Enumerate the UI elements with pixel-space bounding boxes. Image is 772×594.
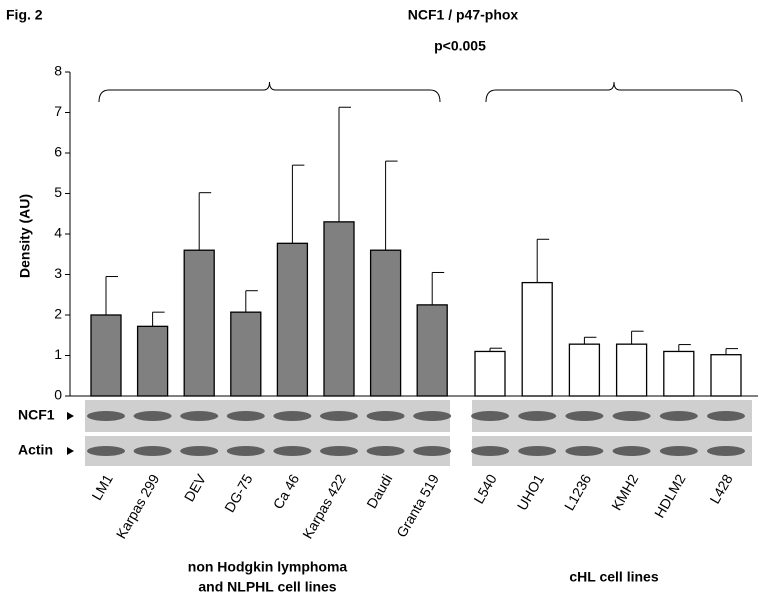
blot-band (565, 446, 603, 456)
y-tick-label: 5 (54, 184, 62, 200)
bar (91, 315, 121, 396)
blot-arrow (67, 412, 74, 420)
bar (184, 250, 214, 396)
x-tick-label: Karpas 299 (113, 471, 163, 541)
y-tick-label: 8 (54, 63, 62, 79)
blot-band (180, 446, 218, 456)
blot-band (707, 446, 745, 456)
bar (522, 283, 552, 396)
y-tick-label: 4 (54, 225, 62, 241)
blot-arrow (67, 447, 74, 455)
bar (324, 222, 354, 396)
x-tick-label: Daudi (363, 471, 395, 511)
blot-label: Actin (18, 442, 53, 458)
x-tick-label: Karpas 422 (299, 471, 349, 541)
blot-band (518, 411, 556, 421)
blot-band (320, 446, 358, 456)
y-axis-label: Density (AU) (17, 194, 33, 278)
bar (371, 250, 401, 396)
group-label: non Hodgkin lymphoma (188, 559, 348, 575)
x-tick-label: Granta 519 (393, 471, 442, 540)
blot-band (227, 411, 265, 421)
blot-label: NCF1 (18, 407, 55, 423)
blot-band (413, 446, 451, 456)
blot-band (134, 411, 172, 421)
bar (475, 351, 505, 396)
blot-band (613, 411, 651, 421)
blot-band (660, 446, 698, 456)
bar (138, 326, 168, 396)
bar (617, 344, 647, 396)
x-tick-label: L540 (470, 471, 500, 506)
y-tick-label: 7 (54, 103, 62, 119)
x-tick-label: L1236 (561, 471, 594, 513)
page: Fig. 2 NCF1 / p47-phox p<0.005 Density (… (0, 0, 772, 594)
blot-band (565, 411, 603, 421)
chart: Fig. 2 NCF1 / p47-phox p<0.005 Density (… (0, 0, 772, 594)
x-tick-label: DEV (181, 471, 210, 505)
y-tick-label: 3 (54, 265, 62, 281)
x-tick-label: LM1 (88, 471, 116, 503)
chart-subtitle: p<0.005 (434, 38, 486, 54)
y-tick-label: 2 (54, 306, 62, 322)
x-tick-label: HDLM2 (651, 471, 689, 520)
chart-title: NCF1 / p47-phox (408, 7, 519, 23)
group-label: and NLPHL cell lines (198, 579, 336, 594)
bar (417, 305, 447, 396)
blot-band (660, 411, 698, 421)
blot-band (613, 446, 651, 456)
y-tick-label: 0 (54, 387, 62, 403)
blot-band (87, 446, 125, 456)
blot-band (87, 411, 125, 421)
blot-band (367, 446, 405, 456)
blot-band (180, 411, 218, 421)
blot-band (518, 446, 556, 456)
blot-band (367, 411, 405, 421)
blot-band (273, 446, 311, 456)
blot-band (707, 411, 745, 421)
y-tick-label: 6 (54, 144, 62, 160)
bar (664, 351, 694, 396)
bar (711, 355, 741, 396)
blot-band (471, 411, 509, 421)
blot-band (273, 411, 311, 421)
group-label: cHL cell lines (569, 569, 658, 585)
x-tick-label: L428 (706, 471, 736, 506)
group-brace (486, 82, 742, 102)
x-tick-label: DG-75 (221, 471, 256, 515)
group-brace (99, 82, 440, 102)
bar (277, 243, 307, 396)
bar (569, 344, 599, 396)
blot-band (134, 446, 172, 456)
figure-label: Fig. 2 (6, 7, 43, 23)
blot-band (227, 446, 265, 456)
x-tick-label: Ca 46 (270, 471, 303, 512)
x-tick-label: UHO1 (514, 471, 547, 513)
bar (231, 312, 261, 396)
x-tick-label: KMH2 (608, 471, 641, 513)
blot-band (471, 446, 509, 456)
blot-band (320, 411, 358, 421)
y-tick-label: 1 (54, 346, 62, 362)
blot-band (413, 411, 451, 421)
